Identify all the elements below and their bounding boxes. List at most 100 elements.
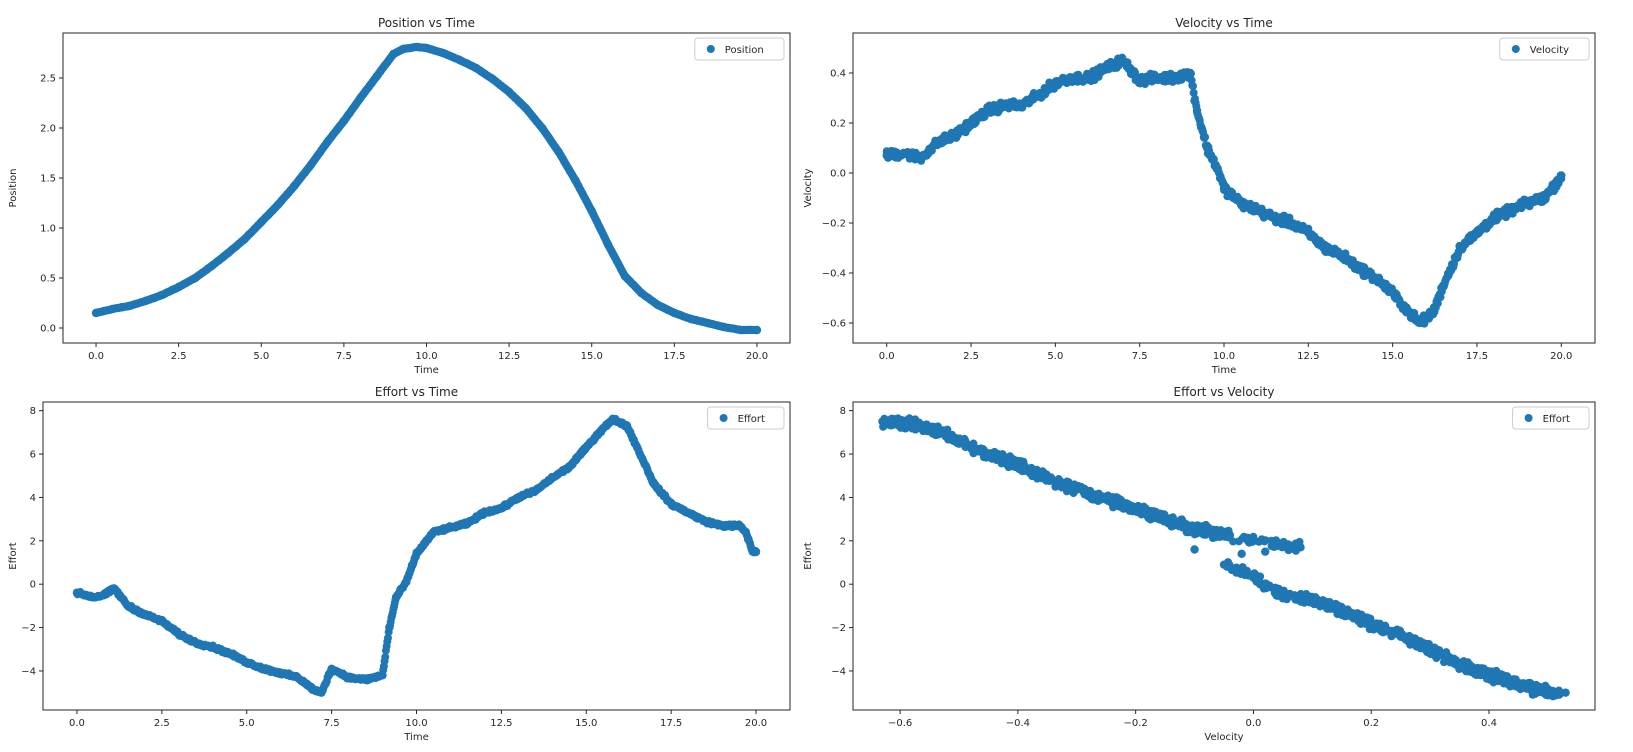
data-point: [1557, 174, 1566, 183]
data-point: [969, 444, 978, 453]
data-point: [1168, 513, 1177, 522]
x-tick-label: 12.5: [1297, 351, 1319, 362]
x-tick-label: 15.0: [581, 351, 603, 362]
legend: Effort: [707, 406, 785, 430]
data-point: [1232, 563, 1241, 572]
data-point: [1500, 675, 1509, 684]
data-point: [1186, 69, 1195, 78]
data-point: [1398, 630, 1407, 639]
data-point: [752, 326, 761, 335]
data-point: [381, 653, 390, 662]
data-point: [1003, 455, 1012, 464]
x-tick-label: −0.2: [1124, 718, 1148, 729]
x-tick-label: 0.0: [1245, 718, 1261, 729]
y-tick-label: −4: [21, 666, 36, 677]
y-tick-label: 8: [840, 406, 846, 417]
data-point: [986, 450, 995, 459]
x-axis-label: Time: [413, 365, 438, 376]
legend-marker: [1524, 414, 1533, 422]
data-point: [1066, 480, 1075, 489]
chart-title: Position vs Time: [378, 16, 475, 30]
data-point: [1393, 625, 1402, 634]
y-tick-label: 4: [30, 493, 36, 504]
data-point: [890, 415, 899, 424]
x-tick-label: 0.0: [88, 351, 104, 362]
legend-marker: [706, 45, 715, 53]
x-tick-label: 5.0: [239, 718, 255, 729]
data-point: [1057, 482, 1066, 491]
data-point: [1316, 602, 1325, 611]
x-tick-label: 2.5: [171, 351, 187, 362]
x-tick-label: 0.2: [1363, 718, 1379, 729]
data-point: [955, 434, 964, 443]
data-point: [1108, 497, 1117, 506]
data-point: [902, 419, 911, 428]
data-point: [1126, 501, 1135, 510]
data-point: [1236, 570, 1245, 579]
x-tick-label: 10.0: [415, 351, 437, 362]
data-point: [1357, 614, 1366, 623]
x-tick-label: 12.5: [498, 351, 520, 362]
y-tick-label: 4: [840, 493, 846, 504]
data-point: [1520, 682, 1529, 691]
x-tick-label: 17.5: [663, 351, 685, 362]
y-tick-label: −0.6: [822, 319, 846, 330]
x-tick-label: 20.0: [745, 718, 767, 729]
x-tick-label: 12.5: [490, 718, 512, 729]
data-point: [1370, 619, 1379, 628]
y-tick-label: 0.0: [830, 169, 846, 180]
data-point: [896, 423, 905, 432]
data-point: [1465, 665, 1474, 674]
y-tick-label: 0.0: [40, 324, 56, 335]
data-point: [752, 548, 761, 557]
y-tick-label: 2.0: [40, 124, 56, 135]
y-tick-label: 8: [30, 406, 36, 417]
data-point: [1492, 666, 1501, 675]
x-tick-label: 15.0: [575, 718, 597, 729]
data-point: [1331, 604, 1340, 613]
legend-label: Position: [725, 45, 764, 56]
x-tick-label: −0.6: [888, 718, 912, 729]
data-point: [934, 427, 943, 436]
data-point: [1119, 504, 1128, 513]
legend-marker: [719, 414, 728, 422]
x-tick-label: 20.0: [746, 351, 768, 362]
y-tick-label: −0.2: [822, 219, 846, 230]
axes-frame: [62, 32, 791, 344]
x-axis-label: Velocity: [1204, 732, 1243, 743]
y-tick-label: 1.5: [40, 174, 56, 185]
data-point: [1542, 691, 1551, 700]
data-point: [1272, 591, 1281, 600]
legend: Velocity: [1499, 37, 1590, 61]
data-point: [913, 420, 922, 429]
y-axis-label: Effort: [803, 542, 814, 569]
data-point: [1262, 580, 1271, 589]
scatter-points: [72, 414, 761, 697]
data-point: [1245, 537, 1254, 546]
data-point: [1090, 492, 1099, 501]
x-tick-label: 20.0: [1550, 351, 1572, 362]
data-point: [1443, 651, 1452, 660]
data-point: [1257, 535, 1266, 544]
y-tick-label: 0: [30, 580, 36, 591]
y-axis-label: Position: [8, 169, 19, 208]
x-tick-label: 0.4: [1481, 718, 1497, 729]
data-point: [1386, 628, 1395, 637]
data-point: [1534, 688, 1543, 697]
data-point: [1188, 82, 1197, 91]
legend-label: Effort: [1543, 414, 1570, 425]
y-tick-label: 0.5: [40, 274, 56, 285]
data-point: [1201, 133, 1210, 142]
x-tick-label: 15.0: [1382, 351, 1404, 362]
data-point: [1554, 686, 1563, 695]
data-point: [1216, 526, 1225, 535]
data-point: [1181, 523, 1190, 532]
data-point: [1300, 598, 1309, 607]
x-tick-label: 0.0: [69, 718, 85, 729]
data-point: [1224, 533, 1233, 542]
data-point: [383, 633, 392, 642]
scatter-points: [91, 42, 762, 335]
data-point: [1532, 680, 1541, 689]
data-point: [1099, 492, 1108, 501]
x-tick-label: 7.5: [1132, 351, 1148, 362]
